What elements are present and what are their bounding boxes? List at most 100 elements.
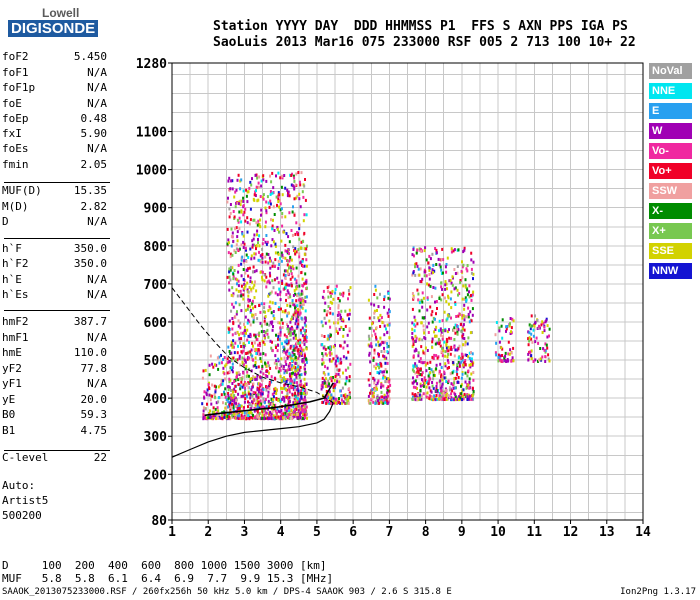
echo-point <box>432 271 435 275</box>
echo-point <box>291 364 294 367</box>
echo-point <box>462 343 465 347</box>
echo-point <box>305 360 308 364</box>
param-value: 5.90 <box>80 127 108 140</box>
echo-point <box>332 385 335 389</box>
echo-point <box>230 309 233 313</box>
echo-point <box>245 259 248 263</box>
echo-point <box>298 255 301 259</box>
echo-point <box>376 296 379 300</box>
echo-point <box>539 357 542 361</box>
echo-point <box>267 261 270 265</box>
echo-point <box>293 303 296 307</box>
echo-point <box>447 353 450 356</box>
echo-point <box>302 384 305 388</box>
echo-point <box>236 373 238 377</box>
echo-point <box>235 243 238 247</box>
echo-point <box>262 178 265 182</box>
echo-point <box>239 289 242 293</box>
echo-point <box>416 368 419 372</box>
echo-point <box>468 290 470 294</box>
echo-point <box>446 339 449 343</box>
echo-point <box>528 339 531 343</box>
echo-point <box>302 392 305 395</box>
echo-point <box>249 308 252 312</box>
echo-point <box>231 399 234 403</box>
echo-point <box>290 284 293 288</box>
echo-point <box>252 265 255 269</box>
echo-point <box>229 401 232 405</box>
echo-point <box>293 414 296 418</box>
echo-point <box>453 248 456 252</box>
echo-point <box>294 366 297 370</box>
echo-point <box>300 316 303 320</box>
echo-point <box>252 364 255 368</box>
echo-point <box>442 349 445 353</box>
echo-point <box>454 331 457 335</box>
echo-point <box>450 336 453 340</box>
echo-point <box>329 397 332 401</box>
param-value: 110.0 <box>73 346 107 359</box>
echo-point <box>257 219 260 223</box>
echo-point <box>348 379 351 383</box>
echo-point <box>494 333 497 337</box>
echo-point <box>324 377 327 381</box>
echo-point <box>299 416 302 420</box>
echo-point <box>287 415 290 419</box>
echo-point <box>254 173 257 177</box>
echo-point <box>421 291 424 295</box>
echo-point <box>470 258 473 262</box>
echo-point <box>383 370 386 374</box>
echo-point <box>208 363 211 367</box>
echo-point <box>226 227 229 231</box>
echo-point <box>371 388 374 392</box>
echo-point <box>279 208 282 212</box>
echo-point <box>376 394 379 398</box>
param-row: foEp 0.48 <box>2 111 107 126</box>
echo-point <box>330 377 333 381</box>
echo-point <box>348 317 350 321</box>
echo-point <box>367 394 370 398</box>
echo-point <box>451 275 454 279</box>
echo-point <box>332 399 335 403</box>
echo-point <box>275 333 277 337</box>
echo-point <box>259 195 262 198</box>
echo-point <box>219 384 221 388</box>
echo-point <box>237 371 240 375</box>
echo-point <box>268 416 271 420</box>
echo-point <box>439 265 442 269</box>
echo-point <box>444 362 447 366</box>
echo-point <box>257 382 260 386</box>
echo-point <box>464 353 467 357</box>
echo-point <box>453 381 456 385</box>
echo-point <box>263 302 266 306</box>
echo-point <box>279 330 282 334</box>
echo-point <box>412 397 415 401</box>
echo-point <box>277 370 280 374</box>
echo-point <box>291 275 294 279</box>
echo-point <box>243 322 245 326</box>
echo-point <box>302 302 305 306</box>
echo-point <box>328 337 331 341</box>
echo-point <box>416 392 419 396</box>
echo-point <box>272 398 275 402</box>
echo-point <box>247 304 250 308</box>
echo-point <box>462 333 465 336</box>
echo-point <box>453 338 456 341</box>
echo-point <box>257 348 260 351</box>
echo-point <box>286 303 289 307</box>
echo-point <box>276 349 279 353</box>
echo-point <box>287 296 290 300</box>
echo-point <box>425 258 428 262</box>
echo-point <box>248 411 250 415</box>
echo-point <box>424 337 427 341</box>
echo-point <box>246 321 249 325</box>
echo-point <box>342 334 345 338</box>
echo-point <box>344 401 347 405</box>
echo-point <box>289 333 292 337</box>
echo-point <box>430 368 433 372</box>
echo-point <box>203 396 206 400</box>
echo-point <box>295 373 298 377</box>
echo-point <box>327 346 330 350</box>
echo-point <box>279 416 282 420</box>
echo-point <box>252 375 255 379</box>
